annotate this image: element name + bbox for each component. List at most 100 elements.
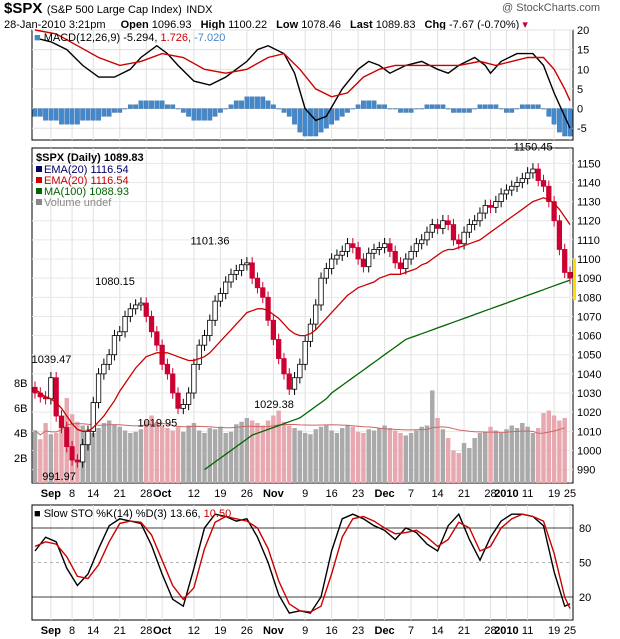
candle-body bbox=[530, 168, 536, 174]
candle-body bbox=[201, 335, 208, 346]
candle-body bbox=[509, 185, 515, 191]
candle-body bbox=[503, 189, 510, 195]
macd-histogram-bar bbox=[244, 96, 250, 109]
volume-bar bbox=[106, 420, 112, 483]
x-tick-label: 21 bbox=[458, 488, 470, 500]
sto-tick-label: 50 bbox=[579, 558, 591, 570]
candle-body bbox=[53, 377, 59, 417]
x-tick-label: 14 bbox=[87, 625, 99, 637]
price-tick-label: 1000 bbox=[577, 445, 601, 457]
macd-histogram-bar bbox=[318, 108, 324, 133]
price-tick-label: 1130 bbox=[577, 197, 601, 209]
volume-bar bbox=[557, 420, 562, 483]
macd-frame bbox=[31, 29, 574, 141]
macd-histogram-bar bbox=[414, 108, 419, 110]
macd-histogram-bar bbox=[37, 108, 43, 117]
volume-bar bbox=[144, 420, 149, 483]
volume-bar bbox=[255, 423, 260, 483]
volume-bar bbox=[451, 450, 456, 483]
volume-bar bbox=[525, 426, 530, 483]
price-legend-swatch bbox=[36, 177, 42, 183]
macd-histogram-bar bbox=[424, 104, 430, 109]
chart-header-line2: 28-Jan-2010 3:21pm Open 1096.93 High 110… bbox=[4, 18, 528, 31]
candle-body bbox=[297, 363, 303, 379]
macd-histogram-bar bbox=[514, 108, 520, 110]
price-annotation: 991.97 bbox=[42, 471, 76, 483]
volume-tick-label: 6B bbox=[14, 403, 27, 415]
macd-histogram-bar bbox=[90, 108, 96, 121]
candle-body bbox=[95, 373, 102, 403]
macd-histogram-bar bbox=[85, 108, 91, 121]
volume-bar bbox=[244, 418, 250, 483]
macd-histogram-bar bbox=[451, 108, 456, 113]
macd-histogram-bar bbox=[403, 108, 409, 113]
x-tick-label: 25 bbox=[564, 488, 576, 500]
macd-histogram-bar bbox=[440, 104, 446, 109]
macd-legend-part-2: -5.294, bbox=[123, 32, 160, 44]
macd-histogram-bar bbox=[286, 108, 292, 117]
volume-bar bbox=[128, 433, 133, 483]
candle-body bbox=[291, 377, 298, 390]
sto-legend-part-1: Slow STO %K(14) %D(3) bbox=[44, 508, 170, 520]
macd-histogram-bar bbox=[557, 108, 562, 133]
x-tick-label: 14 bbox=[87, 488, 99, 500]
macd-histogram-bar bbox=[149, 100, 154, 109]
x-tick-label: 21 bbox=[458, 625, 470, 637]
volume-bar bbox=[382, 425, 387, 483]
volume-average-line bbox=[34, 422, 565, 436]
macd-histogram-bar bbox=[323, 108, 329, 129]
macd-histogram-bar bbox=[59, 108, 64, 125]
x-axis: Sep 8 14 21 28 Oct 12 19 26 Nov 9 16 23 Dec 7 14 21 28201… bbox=[41, 488, 576, 637]
volume-bar bbox=[154, 421, 160, 483]
macd-histogram-bar bbox=[255, 96, 260, 109]
volume-bar bbox=[133, 431, 138, 483]
candle-body bbox=[519, 178, 525, 183]
macd-histogram-bar bbox=[366, 100, 372, 109]
macd-histogram-bar bbox=[127, 104, 133, 109]
sto-legend-part-0: ■ bbox=[34, 508, 44, 520]
volume-bar bbox=[53, 433, 59, 483]
candle-body bbox=[329, 258, 335, 269]
candle-body bbox=[164, 363, 171, 375]
macd-histogram-bar bbox=[419, 108, 425, 110]
candle-body bbox=[207, 319, 213, 336]
price-annotation: 1029.38 bbox=[254, 399, 294, 411]
volume-bar bbox=[85, 429, 91, 483]
stochastic-panel: 80 50 20 ■ Slow STO %K(14) %D(3) 13.66, 10.… bbox=[31, 504, 591, 621]
macd-histogram-bar bbox=[180, 108, 186, 113]
volume-bar bbox=[355, 431, 361, 483]
price-tick-label: 1110 bbox=[577, 235, 600, 247]
x-tick-label: 26 bbox=[241, 488, 253, 500]
macd-histogram-bar bbox=[69, 108, 75, 125]
price-annotation: 1150.45 bbox=[514, 141, 553, 153]
candle-body bbox=[440, 220, 446, 229]
volume-bar bbox=[387, 428, 393, 483]
candle-body bbox=[562, 249, 568, 273]
chg-down-icon: ▾ bbox=[522, 19, 528, 31]
candle-body bbox=[344, 243, 351, 252]
volume-bar bbox=[91, 433, 96, 483]
macd-histogram-bar bbox=[74, 108, 80, 125]
candle-body bbox=[122, 316, 128, 333]
volume-bar bbox=[96, 428, 101, 483]
volume-bar bbox=[271, 415, 276, 483]
candle-body bbox=[80, 444, 86, 463]
volume-bar bbox=[43, 423, 48, 483]
candle-body bbox=[265, 296, 271, 321]
chg-label: Chg bbox=[424, 19, 446, 31]
macd-panel: 20 15 10 5 0 -5 ■ MACD(12,26,9) -5.294, 1.726,… bbox=[31, 25, 589, 141]
volume-bar bbox=[101, 423, 107, 483]
candle-body bbox=[546, 185, 552, 203]
macd-histogram-bar bbox=[551, 108, 557, 125]
volume-bar bbox=[493, 430, 499, 483]
volume-bar bbox=[467, 448, 472, 483]
x-tick-label: 14 bbox=[431, 488, 443, 500]
open-label: Open bbox=[120, 19, 149, 31]
volume-bar bbox=[249, 420, 255, 483]
x-tick-label: 21 bbox=[114, 488, 126, 500]
candle-body bbox=[281, 358, 287, 375]
price-legend-label: Volume undef bbox=[44, 197, 112, 209]
price-legend-label: MA(100) 1088.93 bbox=[44, 186, 129, 198]
macd-histogram-bar bbox=[154, 100, 160, 109]
open-value: 1096.93 bbox=[151, 19, 192, 31]
